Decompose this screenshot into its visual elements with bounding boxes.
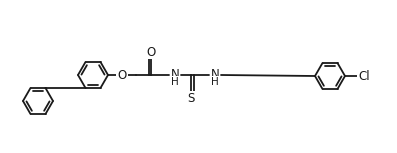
Text: N: N [211,67,220,80]
Text: H: H [171,77,179,87]
Text: O: O [146,45,156,58]
Text: S: S [187,91,195,104]
Text: Cl: Cl [358,69,370,82]
Text: H: H [211,77,219,87]
Text: O: O [118,69,127,82]
Text: N: N [171,67,179,80]
